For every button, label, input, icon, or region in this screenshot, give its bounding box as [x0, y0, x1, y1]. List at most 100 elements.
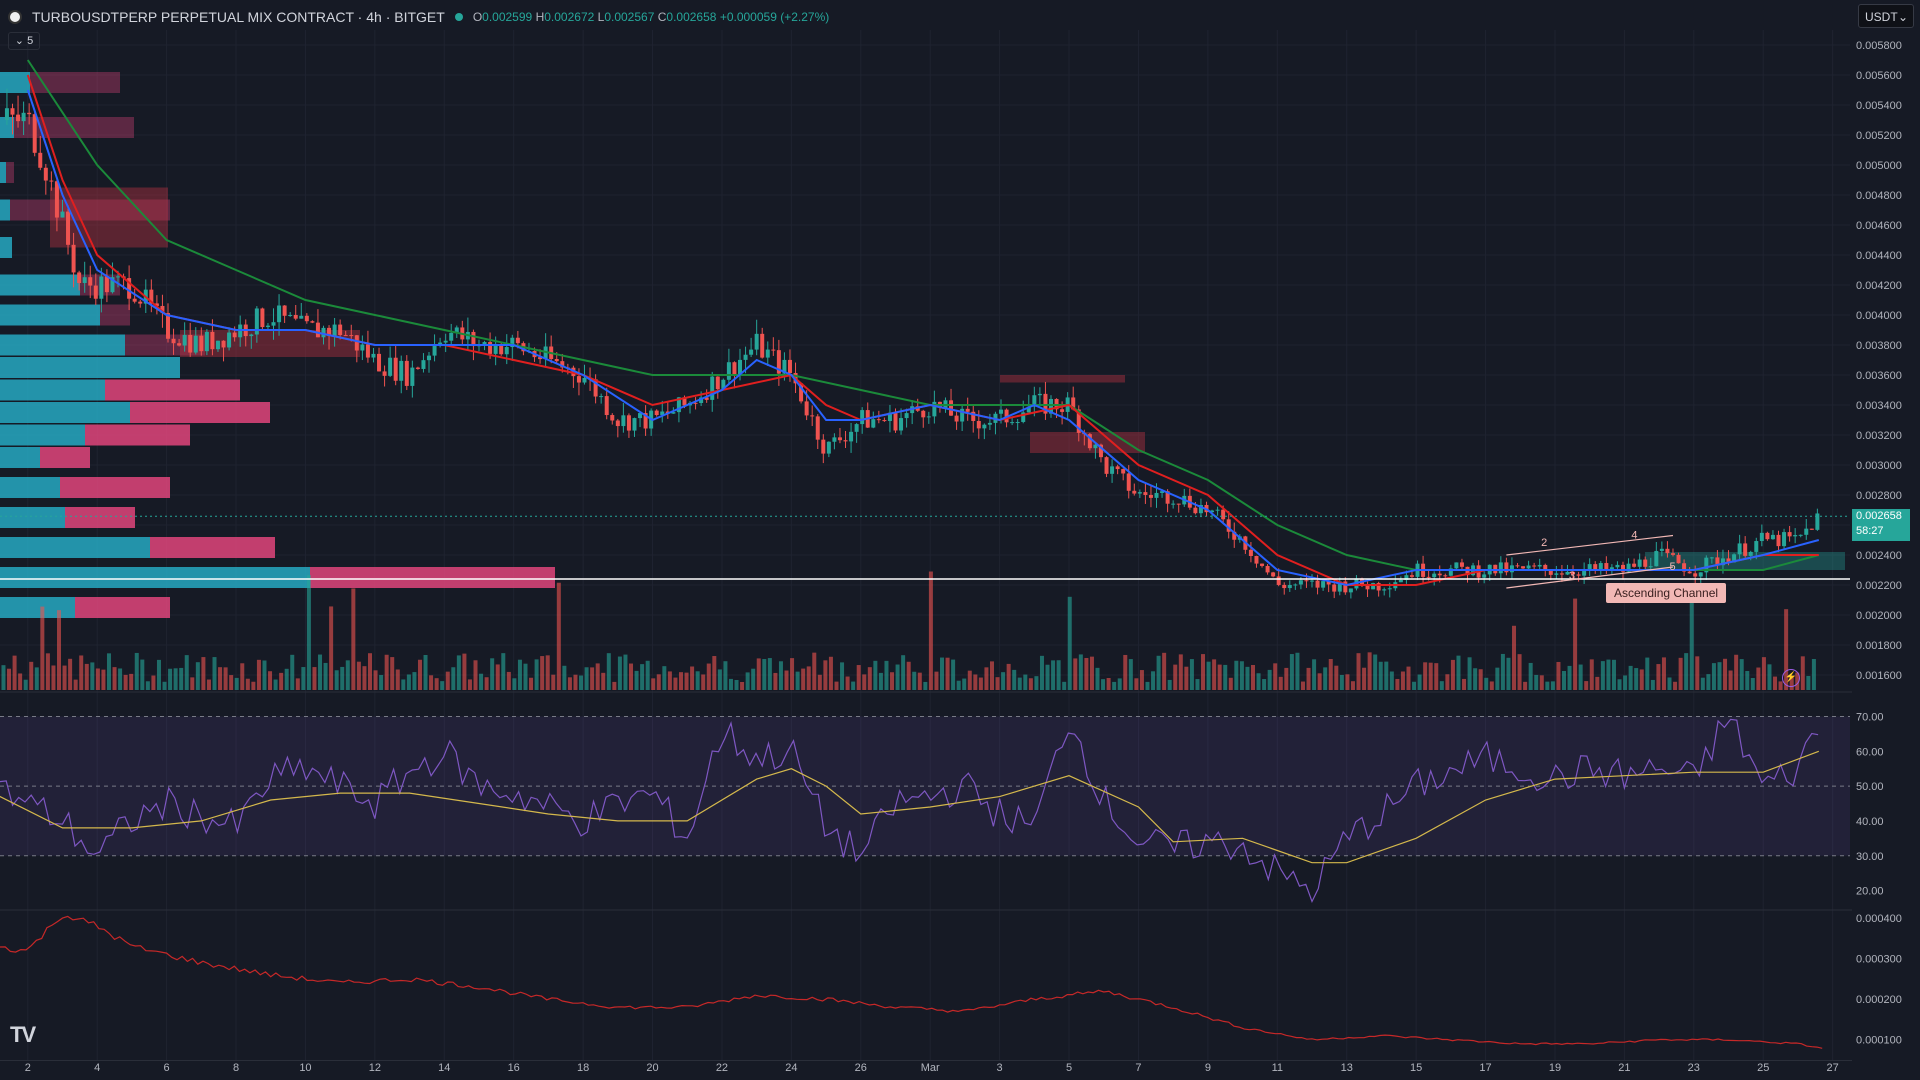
volume-bar [978, 677, 983, 690]
currency-selector[interactable]: USDT ⌄ [1858, 4, 1914, 28]
demand-zone [1645, 552, 1845, 570]
price-scale-label: 0.001600 [1856, 670, 1902, 682]
volume-bar [1017, 677, 1022, 690]
candle-body [1437, 573, 1442, 576]
volume-bar [1189, 659, 1194, 690]
coin-logo-icon[interactable] [8, 10, 22, 24]
volume-bar [1206, 661, 1211, 690]
volatility-scale-label: 0.000200 [1856, 994, 1902, 1006]
volume-profile-down [10, 199, 170, 221]
candle-body [1548, 569, 1553, 575]
candle-body [1071, 397, 1076, 410]
candle-body [1132, 490, 1137, 494]
volume-bar [156, 659, 161, 690]
candle-body [615, 420, 620, 427]
lightning-alert-icon[interactable]: ⚡ [1782, 669, 1800, 687]
volume-bar [1395, 678, 1400, 690]
ascending-channel-label[interactable]: Ascending Channel [1606, 583, 1727, 603]
candle-body [538, 357, 543, 360]
candle-body [1687, 571, 1692, 574]
volume-bar [1573, 598, 1578, 690]
candle-body [171, 338, 176, 344]
volume-bar [584, 667, 589, 690]
volume-bar [1467, 657, 1472, 690]
volume-bar [512, 678, 517, 690]
candle-body [832, 437, 837, 442]
volatility-line [0, 915, 1823, 1049]
volume-bar [517, 659, 522, 690]
time-axis-label: 25 [1757, 1062, 1769, 1074]
candle-body [1376, 583, 1381, 591]
candle-body [1659, 548, 1664, 551]
volume-bar [534, 659, 539, 690]
volume-bar [540, 656, 545, 690]
volume-profile-down [14, 117, 134, 138]
volume-bar [1606, 659, 1611, 690]
chevron-down-icon: ⌄ [1897, 10, 1908, 24]
volume-bar [329, 606, 334, 690]
volume-bar [1051, 660, 1056, 690]
indicator-collapse-button[interactable]: ⌄ 5 [8, 32, 40, 50]
volume-bar [1267, 669, 1272, 690]
candle-body [404, 360, 409, 386]
volume-bar [1556, 661, 1561, 690]
candle-body [510, 337, 515, 348]
candle-body [610, 415, 615, 421]
volume-bar [1251, 665, 1256, 690]
candle-body [360, 344, 365, 351]
volume-bar [1128, 659, 1133, 690]
volume-bar [1406, 666, 1411, 690]
candle-body [1148, 494, 1153, 498]
volume-bar [1212, 659, 1217, 690]
symbol-title[interactable]: TURBOUSDTPERP PERPETUAL MIX CONTRACT · 4… [32, 9, 445, 25]
time-axis-label: 10 [299, 1062, 311, 1074]
volume-bar [240, 663, 245, 690]
volume-bar [651, 678, 656, 690]
volume-bar [1673, 681, 1678, 690]
candle-body [749, 349, 754, 355]
volume-bar [1323, 667, 1328, 690]
candle-body [1782, 532, 1787, 547]
time-axis-label: 11 [1272, 1062, 1283, 1074]
candle-body [1348, 588, 1353, 593]
candle-body [393, 357, 398, 381]
volume-bar [695, 671, 700, 690]
candle-body [260, 308, 265, 328]
candle-body [1604, 563, 1609, 570]
candle-body [1337, 581, 1342, 592]
volume-bar [179, 667, 184, 690]
volume-bar [556, 582, 561, 690]
candle-body [293, 314, 298, 319]
volume-profile-up [0, 72, 30, 93]
candle-body [887, 412, 892, 422]
candle-body [1637, 559, 1642, 567]
price-scale-label: 0.001800 [1856, 640, 1902, 652]
volume-bar [90, 662, 95, 690]
channel-lower [1506, 566, 1674, 589]
volume-bar [334, 670, 339, 690]
candle-body [815, 416, 820, 440]
tradingview-logo[interactable]: TV [10, 1022, 36, 1047]
candle-body [826, 441, 831, 454]
candle-body [876, 419, 881, 421]
volume-profile-down [6, 162, 14, 183]
candle-body [1715, 557, 1720, 566]
candle-body [1271, 572, 1276, 577]
candle-body [110, 277, 115, 293]
candle-body [1093, 444, 1098, 449]
volume-bar [1178, 654, 1183, 690]
volume-bar [728, 678, 733, 690]
time-axis-label: 13 [1341, 1062, 1353, 1074]
volume-bar [1517, 654, 1522, 690]
volume-bar [1611, 659, 1616, 690]
time-axis-label: 22 [716, 1062, 728, 1074]
volume-bar [867, 667, 872, 690]
candle-body [1554, 573, 1559, 575]
volume-bar [1067, 596, 1072, 690]
candle-body [1643, 559, 1648, 567]
candle-body [349, 335, 354, 337]
volume-bar [1567, 665, 1572, 690]
volume-bar [1112, 681, 1117, 690]
volume-bar [940, 657, 945, 690]
